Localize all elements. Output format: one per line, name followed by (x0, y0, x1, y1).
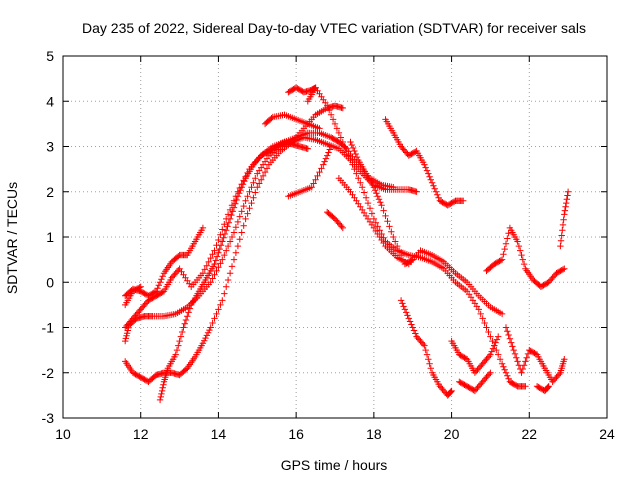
series-arc-12 (347, 138, 416, 268)
series-arc-16 (448, 333, 502, 376)
x-tick-label: 20 (444, 426, 460, 442)
y-axis-title: SDTVAR / TECUs (4, 182, 20, 294)
series-arc-4 (122, 102, 346, 385)
series-arc-15 (397, 297, 455, 399)
y-tick-label: 0 (46, 274, 54, 290)
x-tick-label: 24 (599, 426, 615, 442)
x-tick-label: 18 (366, 426, 382, 442)
data-point-markers (533, 383, 552, 395)
series-arc-18 (483, 224, 568, 290)
data-point-markers (285, 143, 335, 200)
series-arc-14 (382, 116, 467, 209)
series-arc-6 (156, 138, 311, 404)
data-point-markers (122, 134, 420, 345)
data-point-markers (261, 111, 323, 132)
data-point-markers (502, 324, 568, 385)
y-tick-label: 5 (46, 48, 54, 64)
y-tick-label: 4 (46, 93, 54, 109)
x-tick-label: 10 (55, 426, 71, 442)
data-point-markers (304, 84, 529, 390)
y-tick-label: -1 (42, 320, 55, 336)
x-axis-title: GPS time / hours (281, 457, 388, 473)
series-arc-1 (122, 134, 420, 345)
x-tick-label: 12 (133, 426, 149, 442)
data-point-markers (122, 283, 144, 309)
data-point-markers (397, 297, 455, 399)
series-arc-13 (324, 208, 346, 232)
series-arc-21 (557, 188, 572, 250)
data-point-markers (347, 138, 416, 268)
series-arc-20 (533, 383, 552, 395)
data-point-markers (156, 138, 311, 404)
data-point-markers (557, 188, 572, 250)
data-point-markers (335, 175, 506, 318)
series-arc-5 (122, 283, 144, 309)
data-point-markers (324, 208, 346, 232)
series-arc-9 (285, 143, 335, 200)
y-tick-label: 2 (46, 184, 54, 200)
series-arc-11 (335, 175, 506, 318)
series-arc-10 (304, 84, 529, 390)
y-tick-label: 3 (46, 139, 54, 155)
x-tick-label: 22 (521, 426, 537, 442)
chart-title: Day 235 of 2022, Sidereal Day-to-day VTE… (82, 20, 586, 36)
data-points (122, 84, 572, 404)
data-point-markers (456, 369, 494, 395)
y-tick-label: -2 (42, 365, 55, 381)
x-tick-label: 14 (211, 426, 227, 442)
data-point-markers (382, 116, 467, 209)
y-tick-label: -3 (42, 410, 55, 426)
series-arc-7 (261, 111, 323, 132)
data-point-markers (122, 102, 346, 385)
series-arc-17 (456, 369, 494, 395)
y-tick-label: 1 (46, 229, 54, 245)
x-tick-label: 16 (288, 426, 304, 442)
data-point-markers (448, 333, 502, 376)
data-point-markers (483, 224, 568, 290)
series-arc-19 (502, 324, 568, 385)
